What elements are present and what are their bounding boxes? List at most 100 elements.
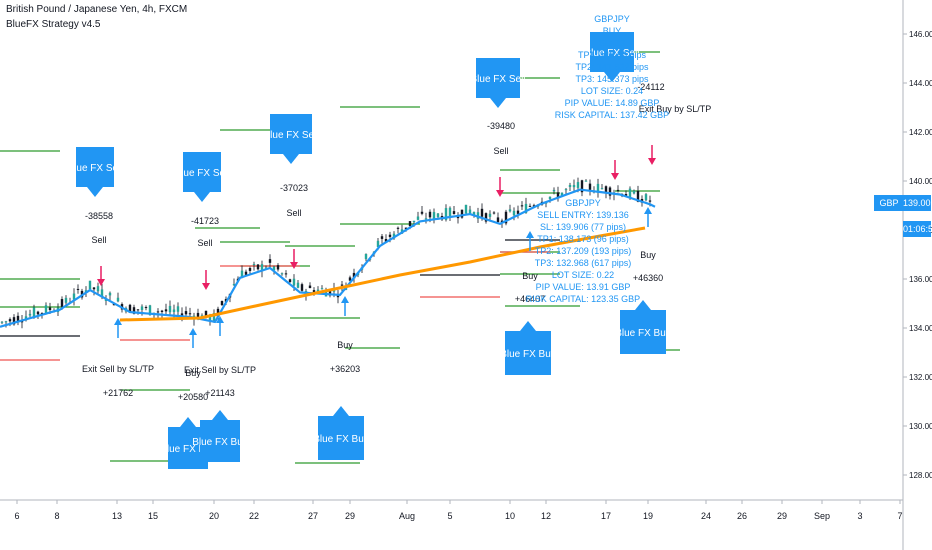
sell-arrow-head	[496, 190, 504, 197]
info-line: GBPJPY	[594, 14, 630, 24]
candle-body	[272, 266, 276, 271]
candle-body	[288, 279, 292, 283]
candle-body	[404, 227, 408, 229]
candles	[0, 177, 652, 329]
candle-body	[208, 315, 212, 322]
trade-result: -24112	[637, 82, 664, 92]
candle-body	[176, 306, 180, 312]
candle-body	[72, 293, 76, 300]
candle-body	[412, 220, 416, 223]
sell-label: Sell	[493, 146, 508, 156]
candle-body	[140, 306, 144, 310]
trade-info-panel: GBPJPY BUY SL: 13 TP1: 140.50 pips TP2: 141.…	[555, 14, 669, 120]
trade-result: +36203	[330, 364, 360, 374]
time-tick-label: 12	[541, 511, 551, 521]
candle-body	[588, 183, 592, 190]
price-tick-label: 140.000	[909, 177, 932, 186]
candle-body	[308, 285, 312, 289]
candle-body	[92, 287, 96, 290]
bubble-pointer	[520, 321, 536, 331]
buy-label: Buy	[337, 340, 353, 350]
candle-body	[448, 207, 452, 217]
candle-body	[616, 189, 620, 191]
info-line: RISK CAPITAL: 137.42 GBP	[555, 110, 669, 120]
time-tick-label: 24	[701, 511, 711, 521]
candle-body	[4, 321, 8, 323]
time-tick-label: 29	[345, 511, 355, 521]
candle-body	[604, 186, 608, 194]
trade-result: +21143	[205, 388, 235, 398]
blue-fx-buy-bubble: Blue FX Buy	[615, 300, 671, 354]
candle-body	[280, 273, 284, 275]
price-tick-label: 136.000	[909, 275, 932, 284]
candle-body	[64, 297, 68, 303]
candle-body	[100, 289, 104, 298]
candle-body	[148, 305, 152, 316]
buy-arrow-head	[216, 316, 224, 323]
candle-body	[256, 264, 260, 270]
candle-body	[300, 284, 304, 291]
blue-fx-buy-bubble: Blue FX Buy	[500, 321, 556, 375]
candle-body	[548, 196, 552, 200]
candle-body	[644, 194, 648, 201]
time-tick-label: 6	[14, 511, 19, 521]
candle-body	[220, 301, 224, 306]
blue-fx-buy-bubble: Blue FX Buy	[192, 410, 248, 462]
info-line: TP1: 138.173 (96 pips)	[537, 234, 629, 244]
info-line: SL: 139.906 (77 pips)	[540, 222, 626, 232]
sell-arrow-head	[648, 158, 656, 165]
candle-body	[248, 267, 252, 271]
trade-info-panel: GBPJPY SELL ENTRY: 139.136 SL: 139.906 (77…	[526, 198, 640, 304]
buy-label: Buy	[185, 368, 201, 378]
candle-body	[28, 313, 32, 316]
bubble-label: Blue FX Buy	[313, 434, 369, 445]
candle-body	[188, 313, 192, 315]
candle-body	[132, 307, 136, 314]
time-tick-label: 5	[447, 511, 452, 521]
candle-body	[596, 183, 600, 193]
candle-body	[452, 211, 456, 215]
trade-result: -37023	[280, 183, 308, 193]
candle-body	[500, 220, 504, 223]
symbol-badge: GBP JPY	[874, 195, 904, 224]
candle-body	[468, 209, 472, 214]
candle-body	[416, 216, 420, 220]
time-tick-label: 19	[643, 511, 653, 521]
signal-bubble-box	[76, 147, 114, 187]
candle-body	[456, 216, 460, 219]
time-axis: 6 8 13 15 20 22 27 29 Aug 5 10 12 17 19 24 26 29 Sep 3 7	[14, 500, 903, 521]
candle-body	[480, 208, 484, 217]
candle-body	[284, 273, 288, 275]
candle-body	[196, 312, 200, 320]
candle-body	[212, 313, 216, 321]
candle-body	[512, 210, 516, 216]
candle-body	[336, 295, 340, 298]
candle-body	[632, 190, 636, 194]
candle-body	[252, 264, 256, 266]
candle-body	[172, 309, 176, 313]
time-tick-label: 17	[601, 511, 611, 521]
price-tick-label: 144.000	[909, 79, 932, 88]
info-line: TP2: 141.532 pips	[575, 62, 649, 72]
trade-result: -39480	[487, 121, 515, 131]
buy-arrow-head	[114, 318, 122, 325]
sell-label: Sell	[286, 208, 301, 218]
signal-bubble-box	[476, 58, 520, 98]
blue-fx-sell-bubble: Blue FX Sell	[470, 58, 526, 108]
candle-body	[432, 212, 436, 220]
bubble-pointer	[333, 406, 349, 416]
candle-body	[472, 212, 476, 215]
candle-body	[40, 312, 44, 314]
candle-body	[524, 203, 528, 214]
candle-body	[164, 309, 168, 312]
candle-body	[340, 284, 344, 286]
candle-body	[552, 189, 556, 192]
bubble-pointer	[194, 192, 210, 202]
trade-result: +21762	[103, 388, 133, 398]
sma-line	[119, 226, 646, 322]
signal-bubble-box	[620, 310, 666, 354]
candle-body	[396, 227, 400, 229]
chart-title: British Pound / Japanese Yen, 4h, FXCM	[6, 4, 188, 15]
buy-label: Buy	[522, 271, 538, 281]
